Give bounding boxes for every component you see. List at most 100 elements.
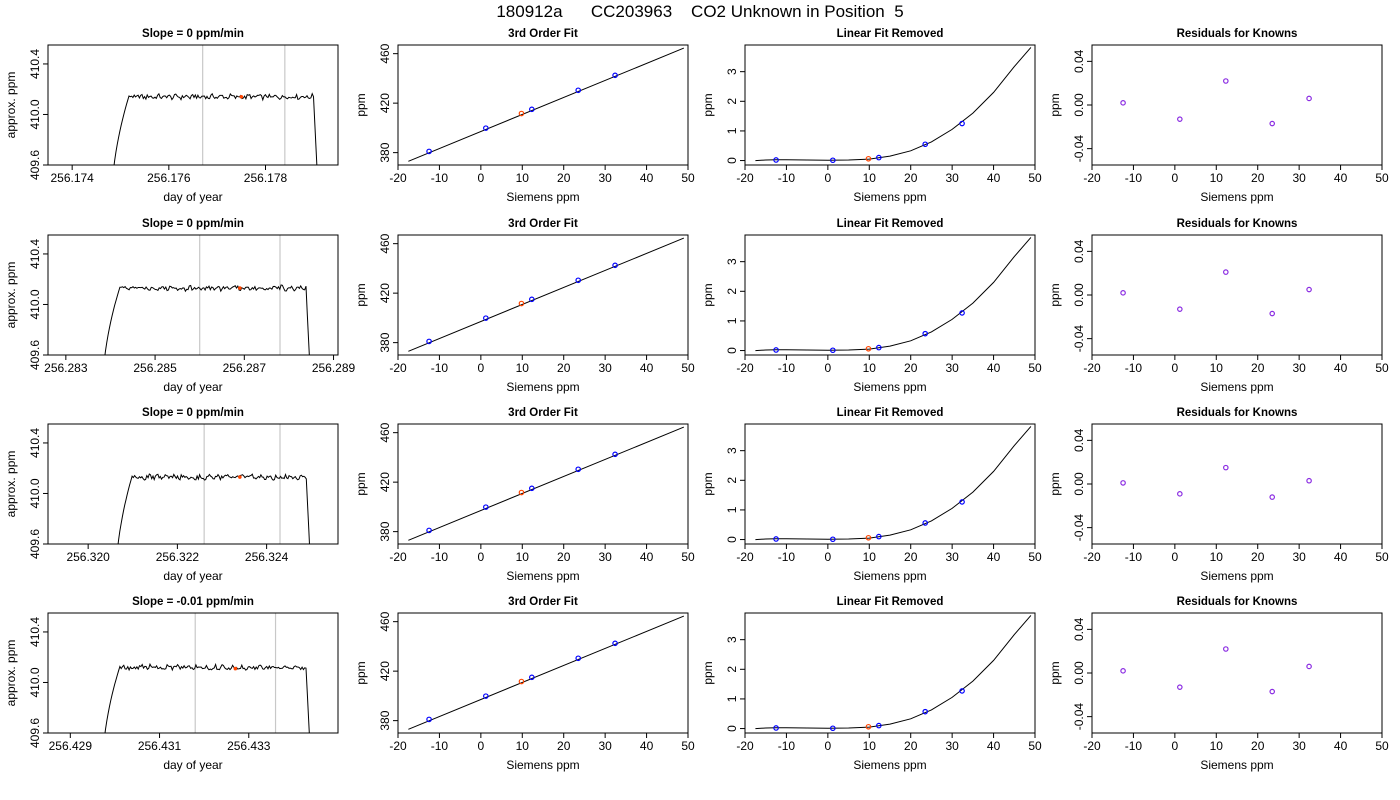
chart-panel: Linear Fit Removed Siemens ppm ppm -20 -10 0 1… xyxy=(701,28,1042,204)
chart-title: 3rd Order Fit xyxy=(508,218,578,230)
x-axis-label: Siemens ppm xyxy=(1200,758,1273,772)
x-tick-label: -10 xyxy=(778,361,796,375)
y-tick-label: 0.00 xyxy=(1072,93,1086,117)
y-tick-label: 2 xyxy=(725,288,739,295)
known-point xyxy=(426,148,432,155)
y-tick-label: 1 xyxy=(725,317,739,324)
y-tick-label: 410.0 xyxy=(28,99,42,129)
x-axis-label: Siemens ppm xyxy=(506,190,579,204)
x-tick-label: 30 xyxy=(945,550,959,564)
x-tick-label: 20 xyxy=(557,739,571,753)
unknown-marker xyxy=(238,475,242,479)
known-point xyxy=(773,157,779,163)
plot-area xyxy=(755,237,1032,354)
known-point xyxy=(1306,477,1312,484)
y-axis-label: ppm xyxy=(1048,283,1062,306)
plot-frame xyxy=(1091,423,1383,545)
x-tick-label: 50 xyxy=(1375,171,1389,185)
x-tick-label: 10 xyxy=(863,171,877,185)
plot-area xyxy=(408,615,685,730)
x-tick-label: 10 xyxy=(863,361,877,375)
plot-area xyxy=(1120,464,1312,500)
y-axis-label: ppm xyxy=(1048,661,1062,684)
x-tick-label: 20 xyxy=(1251,550,1265,564)
x-tick-label: 256.287 xyxy=(223,361,267,375)
x-tick-label: 30 xyxy=(1292,171,1306,185)
y-tick-label: 409.6 xyxy=(28,529,42,559)
y-tick-label: 420 xyxy=(378,661,392,681)
y-tick-label: 3 xyxy=(725,258,739,265)
x-tick-label: -20 xyxy=(389,550,407,564)
known-point xyxy=(426,338,432,345)
unknown-marker xyxy=(233,666,238,671)
x-tick-label: 40 xyxy=(987,171,1001,185)
unknown-point xyxy=(518,300,525,307)
plot-frame xyxy=(397,612,689,734)
x-tick-label: 0 xyxy=(825,739,832,753)
unknown-point xyxy=(865,534,872,541)
known-point xyxy=(1306,95,1312,102)
known-point xyxy=(1120,100,1126,106)
chart-panel: 3rd Order Fit Siemens ppm ppm -20 -10 0 10 20 30… xyxy=(354,407,695,583)
x-axis-label: Siemens ppm xyxy=(506,380,579,394)
y-tick-label: -0.04 xyxy=(1072,135,1086,163)
y-tick-label: 3 xyxy=(725,447,739,454)
known-point xyxy=(1269,688,1276,695)
x-tick-label: 30 xyxy=(1292,361,1306,375)
known-point xyxy=(483,504,489,510)
plot-frame xyxy=(744,44,1036,166)
y-tick-label: 420 xyxy=(378,472,392,492)
plot-area xyxy=(408,426,685,541)
known-point xyxy=(922,520,929,526)
y-tick-label: 3 xyxy=(725,68,739,75)
y-tick-label: 0.04 xyxy=(1072,617,1086,641)
chart-title: Residuals for Knowns xyxy=(1177,28,1298,40)
x-tick-label: 0 xyxy=(1172,361,1179,375)
x-tick-label: 30 xyxy=(598,361,612,375)
y-tick-label: 0 xyxy=(725,536,739,543)
x-tick-label: -10 xyxy=(1125,739,1143,753)
chart-title: 3rd Order Fit xyxy=(508,596,578,608)
y-tick-label: 410.4 xyxy=(28,428,42,458)
x-tick-label: 50 xyxy=(1028,739,1042,753)
known-point xyxy=(1223,78,1229,84)
x-tick-label: -20 xyxy=(389,739,407,753)
known-point xyxy=(1306,663,1312,670)
chart-title: 3rd Order Fit xyxy=(508,407,578,419)
x-tick-label: 256.322 xyxy=(156,550,200,564)
x-tick-label: -10 xyxy=(1125,171,1143,185)
y-tick-label: 0.00 xyxy=(1072,661,1086,685)
x-tick-label: -10 xyxy=(778,550,796,564)
known-point xyxy=(773,725,779,731)
concentration-trace xyxy=(104,662,310,733)
y-tick-label: 0.04 xyxy=(1072,239,1086,263)
known-point xyxy=(1223,269,1229,275)
known-point xyxy=(876,344,882,351)
y-tick-label: 380 xyxy=(378,521,392,541)
plot-area xyxy=(408,47,685,162)
known-point xyxy=(483,125,489,131)
y-tick-label: 1 xyxy=(725,127,739,134)
x-tick-label: 40 xyxy=(1334,739,1348,753)
y-axis-label: ppm xyxy=(701,93,715,116)
chart-panel: Slope = 0 ppm/min day of year approx. ppm 2… xyxy=(4,218,356,394)
x-tick-label: -20 xyxy=(736,739,754,753)
known-point xyxy=(1269,120,1276,127)
chart-panel: Residuals for Knowns Siemens ppm ppm -20 -10… xyxy=(1048,407,1389,583)
known-point xyxy=(426,716,432,723)
chart-panel: 3rd Order Fit Siemens ppm ppm -20 -10 0 10 20 30… xyxy=(354,596,695,772)
page-title: 180912a CC203963 CO2 Unknown in Position… xyxy=(496,2,904,21)
chart-panel: 3rd Order Fit Siemens ppm ppm -20 -10 0 10 20 30… xyxy=(354,218,695,394)
known-point xyxy=(575,87,582,94)
plot-area xyxy=(113,45,318,165)
y-tick-label: 410.0 xyxy=(28,667,42,697)
x-tick-label: 40 xyxy=(640,171,654,185)
known-point xyxy=(1223,646,1229,652)
unknown-point xyxy=(518,678,525,685)
x-tick-label: 10 xyxy=(863,739,877,753)
y-tick-label: 1 xyxy=(725,695,739,702)
x-tick-label: 40 xyxy=(640,739,654,753)
y-tick-label: 409.6 xyxy=(28,340,42,370)
known-point xyxy=(426,527,432,534)
x-tick-label: 256.320 xyxy=(66,550,110,564)
